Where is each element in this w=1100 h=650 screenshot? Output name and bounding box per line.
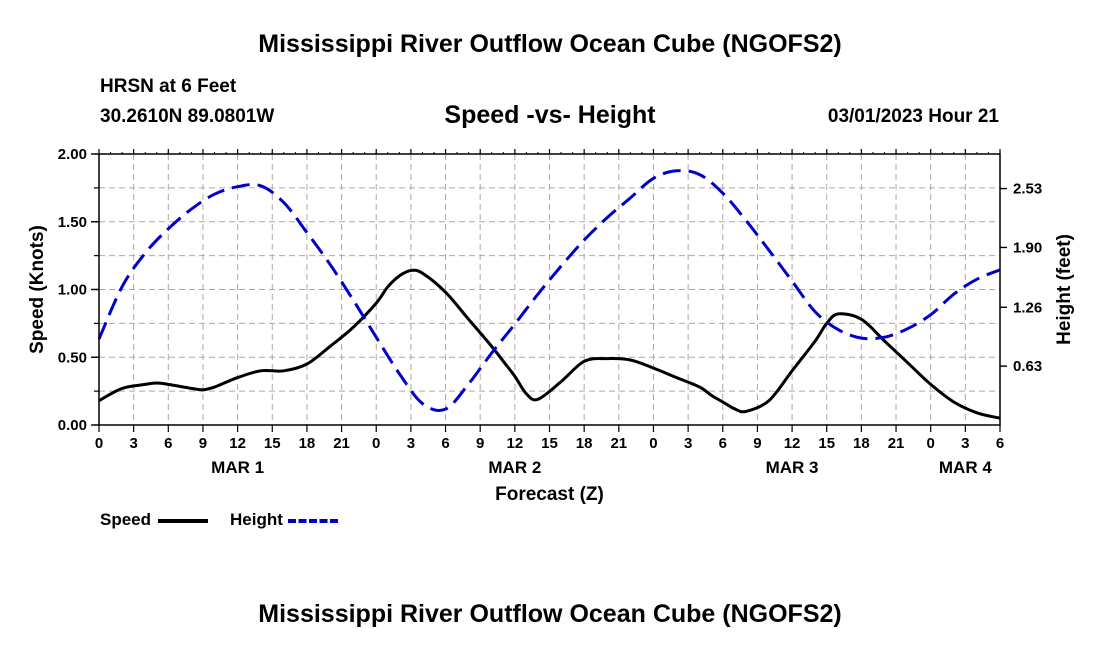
- chart-labels: 0 3 6 9 12 15 18 21 0 3 6 9 12 15 18 21 0 3 6 9 12 15 18 21 0 3 6M…: [27, 146, 1075, 505]
- x-tick-label: 0: [649, 435, 657, 452]
- x-tick-label: 18: [853, 435, 870, 452]
- x-tick-label: 0: [927, 435, 935, 452]
- x-tick-label: 6: [719, 435, 727, 452]
- x-tick-label: 3: [129, 435, 137, 452]
- legend-height: Height: [230, 510, 338, 530]
- x-tick-label: 18: [576, 435, 593, 452]
- chart-grid: [99, 154, 1000, 425]
- legend-speed-label: Speed: [100, 510, 152, 529]
- x-tick-label: 21: [888, 435, 905, 452]
- y-axis-title: Speed (Knots): [27, 225, 48, 354]
- x-tick-label: 9: [199, 435, 207, 452]
- x-tick-label: 0: [95, 435, 103, 452]
- y-tick-label: 1.50: [58, 214, 87, 231]
- y-tick-label: 0.50: [58, 349, 87, 366]
- x-tick-label: 15: [541, 435, 558, 452]
- footer-title: Mississippi River Outflow Ocean Cube (NG…: [258, 600, 842, 628]
- x-tick-label: 18: [299, 435, 316, 452]
- x-axis-title: Forecast (Z): [495, 484, 604, 505]
- x-tick-label: 9: [476, 435, 484, 452]
- x-tick-label: 12: [507, 435, 524, 452]
- series-line-height: [97, 169, 1001, 412]
- speed-height-chart: 0 3 6 9 12 15 18 21 0 3 6 9 12 15 18 21 0 3 6 9 12 15 18 21 0 3 6M…: [27, 146, 1075, 505]
- chart-ticks: [91, 149, 1007, 432]
- y2-tick-label: 0.63: [1013, 358, 1042, 375]
- y2-tick-label: 1.26: [1013, 299, 1042, 316]
- x-day-label: MAR 3: [766, 458, 819, 477]
- series-line-speed: [98, 268, 1001, 420]
- y2-tick-label: 2.53: [1013, 181, 1042, 198]
- y-tick-label: 2.00: [58, 146, 87, 163]
- y2-tick-label: 1.90: [1013, 239, 1042, 256]
- station-label: HRSN at 6 Feet: [100, 76, 237, 97]
- x-tick-label: 6: [164, 435, 172, 452]
- y-tick-label: 1.00: [58, 282, 87, 299]
- x-tick-label: 6: [441, 435, 449, 452]
- y2-axis-title: Height (feet): [1054, 234, 1075, 345]
- x-tick-label: 3: [961, 435, 969, 452]
- legend-speed: Speed: [100, 510, 208, 530]
- x-day-label: MAR 1: [211, 458, 264, 477]
- x-tick-label: 3: [407, 435, 415, 452]
- x-tick-label: 21: [333, 435, 350, 452]
- x-tick-label: 3: [684, 435, 692, 452]
- page-title: Mississippi River Outflow Ocean Cube (NG…: [258, 30, 842, 58]
- x-tick-label: 21: [610, 435, 627, 452]
- x-day-label: MAR 4: [939, 458, 992, 477]
- x-day-label: MAR 2: [488, 458, 541, 477]
- x-tick-label: 15: [818, 435, 835, 452]
- x-tick-label: 12: [784, 435, 801, 452]
- legend-speed-swatch: [157, 518, 208, 523]
- forecast-datetime: 03/01/2023 Hour 21: [827, 106, 999, 127]
- legend-height-swatch: [287, 518, 338, 523]
- legend-height-label: Height: [230, 510, 283, 529]
- station-coords: 30.2610N 89.0801W: [100, 106, 275, 127]
- x-tick-label: 12: [229, 435, 246, 452]
- x-tick-label: 15: [264, 435, 281, 452]
- x-tick-label: 6: [996, 435, 1004, 452]
- x-tick-label: 0: [372, 435, 380, 452]
- chart-series: [97, 169, 1001, 420]
- x-tick-label: 9: [753, 435, 761, 452]
- y-tick-label: 0.00: [58, 417, 87, 434]
- chart-subtitle: Speed -vs- Height: [444, 101, 656, 129]
